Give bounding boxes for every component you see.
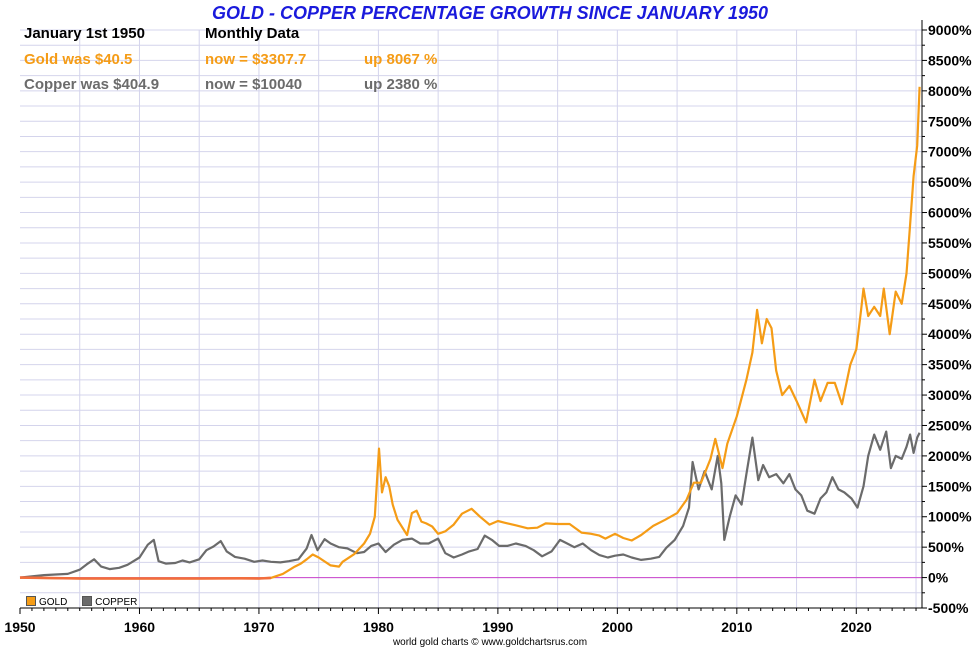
x-tick-label: 1950 <box>4 619 35 635</box>
x-tick-label: 1990 <box>482 619 513 635</box>
y-tick-label: 500% <box>928 539 964 555</box>
copper-start-label: Copper was $404.9 <box>24 76 160 93</box>
copper-change-label: up 2380 % <box>364 76 438 93</box>
legend-label-gold: GOLD <box>39 597 68 608</box>
grid <box>20 29 922 609</box>
chart-title: GOLD - COPPER PERCENTAGE GROWTH SINCE JA… <box>211 3 769 23</box>
y-tick-label: 6000% <box>928 205 972 221</box>
y-tick-label: 9000% <box>928 22 972 38</box>
y-tick-label: 4000% <box>928 326 972 342</box>
x-tick-label: 1980 <box>363 619 394 635</box>
y-tick-label: 2500% <box>928 417 972 433</box>
legend-item-copper: COPPER <box>82 596 138 608</box>
legend-item-gold: GOLD <box>26 596 68 608</box>
y-tick-label: 0% <box>928 570 949 586</box>
y-tick-label: 5500% <box>928 235 972 251</box>
x-tick-label: 2000 <box>602 619 633 635</box>
x-axis-tick-labels: 1950 1960 1970 1980 1990 2000 2010 2020 <box>4 619 872 635</box>
y-tick-label: 6500% <box>928 174 972 190</box>
frequency-label: Monthly Data <box>205 25 300 42</box>
y-tick-label: 7000% <box>928 144 972 160</box>
y-tick-label: 8500% <box>928 52 972 68</box>
gold-now-label: now = $3307.7 <box>205 51 307 68</box>
legend-swatch-copper <box>82 596 93 606</box>
credit-text: world gold charts © www.goldchartsrus.co… <box>392 637 588 648</box>
y-tick-label: 4500% <box>928 296 972 312</box>
series-line-gold <box>19 86 921 580</box>
x-tick-label: 2010 <box>721 619 752 635</box>
gold-change-label: up 8067 % <box>364 51 438 68</box>
y-tick-label: -500% <box>928 600 969 616</box>
x-tick-label: 1960 <box>124 619 155 635</box>
copper-now-label: now = $10040 <box>205 76 303 93</box>
y-axis-tick-labels: 9000% 8500% 8000% 7500% 7000% 6500% 6000% 5500%… <box>928 22 972 616</box>
date-label: January 1st 1950 <box>24 25 145 42</box>
y-tick-label: 1500% <box>928 478 972 494</box>
series-layer <box>19 86 921 580</box>
legend: GOLD COPPER <box>26 596 137 608</box>
series-line-gold-early <box>19 576 271 580</box>
y-tick-label: 8000% <box>928 83 972 99</box>
axes <box>19 20 927 614</box>
y-tick-label: 2000% <box>928 448 972 464</box>
legend-swatch-gold <box>26 596 36 606</box>
x-tick-label: 1970 <box>243 619 274 635</box>
y-tick-label: 3500% <box>928 357 972 373</box>
legend-label-copper: COPPER <box>95 597 138 608</box>
series-line-copper <box>19 430 921 579</box>
y-tick-label: 3000% <box>928 387 972 403</box>
y-tick-label: 5000% <box>928 265 972 281</box>
y-tick-label: 7500% <box>928 113 972 129</box>
x-tick-label: 2020 <box>841 619 872 635</box>
gold-start-label: Gold was $40.5 <box>24 51 133 68</box>
y-tick-label: 1000% <box>928 509 972 525</box>
